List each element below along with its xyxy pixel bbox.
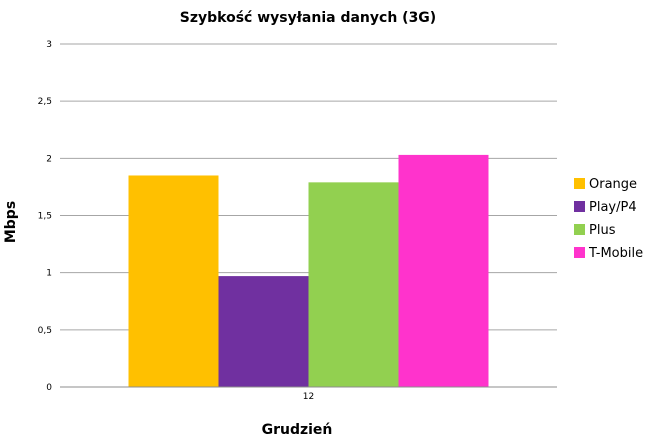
- y-tick-label: 1,5: [38, 212, 52, 222]
- bar: [308, 182, 399, 387]
- bar: [398, 154, 489, 387]
- chart-title: Szybkość wysyłania danych (3G): [180, 10, 436, 26]
- y-tick-label: 0: [46, 383, 52, 393]
- legend-label: T-Mobile: [588, 246, 643, 261]
- bar: [218, 276, 309, 387]
- y-tick-label: 0,5: [38, 326, 52, 336]
- y-tick-labels: 0 0,5 1 1,5 2 2,5 3: [38, 40, 53, 393]
- legend-label: Orange: [589, 177, 637, 192]
- x-tick-labels: 12: [303, 392, 314, 402]
- legend-swatch: [574, 178, 585, 189]
- legend-swatch: [574, 201, 585, 212]
- y-tick-label: 2,5: [38, 97, 52, 107]
- bar: [128, 175, 219, 387]
- y-axis-title: Mbps: [3, 201, 19, 243]
- legend-swatch: [574, 224, 585, 235]
- x-axis-title: Grudzień: [262, 422, 333, 438]
- legend-label: Plus: [589, 223, 616, 238]
- legend-label: Play/P4: [589, 200, 637, 215]
- y-tick-label: 3: [46, 40, 52, 50]
- y-tick-label: 1: [46, 269, 52, 279]
- y-tick-label: 2: [46, 154, 52, 164]
- legend: Orange Play/P4 Plus T-Mobile: [574, 177, 643, 261]
- legend-swatch: [574, 247, 585, 258]
- x-tick-label: 12: [303, 392, 314, 402]
- bars: [128, 154, 489, 387]
